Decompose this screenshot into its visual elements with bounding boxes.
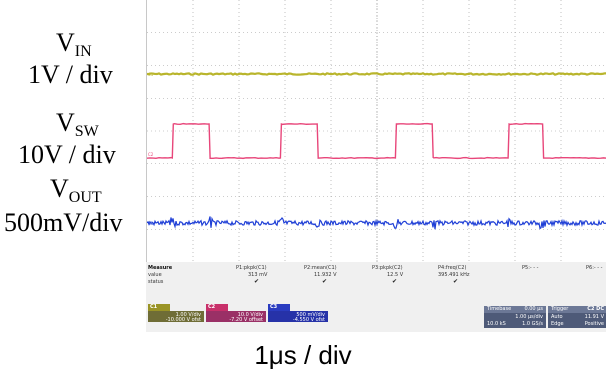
param-p1-name[interactable]: P1:pkpk(C1) bbox=[236, 265, 267, 271]
trigger-mode: Auto bbox=[551, 314, 563, 320]
channel-c3-scale: 500 mV/div bbox=[296, 312, 325, 318]
c3-marker: C3 bbox=[148, 221, 154, 226]
vout-trace bbox=[147, 216, 606, 230]
channel-c3-box[interactable]: C3 500 mV/div -4.550 V ofst bbox=[268, 304, 328, 323]
channel-c3-offset: -4.550 V ofst bbox=[292, 317, 325, 323]
measure-panel: Measure value status P1:pkpk(C1) 313 mV … bbox=[146, 262, 606, 332]
timebase-tdiv: 1.00 µs/div bbox=[515, 314, 543, 320]
channel-c2-tag: C2 bbox=[206, 304, 228, 311]
time-scale-label: 1μs / div bbox=[254, 340, 352, 370]
timebase-box[interactable]: Timebase 0.00 µs 1.00 µs/div 10.0 kS 1.0… bbox=[484, 306, 546, 328]
vout-label-main: V bbox=[50, 174, 69, 203]
trigger-level: 11.91 V bbox=[584, 314, 604, 320]
channel-c2-scale: 10.0 V/div bbox=[237, 312, 263, 318]
vin-label-main: V bbox=[56, 28, 75, 57]
waveform-plot: C1 C2 C3 bbox=[147, 0, 606, 262]
channel-c1-body: 1.00 V/div -10.000 V ofst bbox=[148, 311, 204, 323]
channel-c2-box[interactable]: C2 10.0 V/div -7.20 V offset bbox=[206, 304, 266, 323]
vsw-label-main: V bbox=[56, 108, 75, 137]
timebase-title: Timebase bbox=[484, 306, 546, 313]
param-p2-value: 11.932 V bbox=[314, 272, 337, 278]
timebase-offset: 0.00 µs bbox=[524, 306, 543, 312]
param-p6-name[interactable]: P6:- - - bbox=[586, 265, 603, 271]
param-p3-status-icon: ✔ bbox=[392, 278, 398, 285]
param-p2-name[interactable]: P2:mean(C1) bbox=[304, 265, 337, 271]
measure-header: Measure bbox=[148, 265, 173, 271]
vsw-scale-label: 10V / div bbox=[18, 140, 116, 169]
waveform-display[interactable]: C1 C2 C3 bbox=[146, 0, 606, 262]
vsw-trace bbox=[147, 122, 606, 160]
trigger-box[interactable]: Trigger C2 DC Auto 11.91 V Edge Positive bbox=[548, 306, 606, 328]
channel-c1-scale: 1.00 V/div bbox=[175, 312, 201, 318]
vsw-label-sub: SW bbox=[74, 123, 99, 140]
vsw-label: VSW bbox=[56, 110, 99, 140]
channel-c2-body: 10.0 V/div -7.20 V offset bbox=[206, 311, 266, 323]
timebase-samples: 10.0 kS bbox=[487, 321, 506, 327]
vout-scale-label: 500mV/div bbox=[4, 208, 123, 237]
channel-c3-tag: C3 bbox=[268, 304, 290, 311]
param-p4-value: 395.491 kHz bbox=[438, 272, 470, 278]
param-p5-name[interactable]: P5:- - - bbox=[522, 265, 539, 271]
vin-trace bbox=[147, 72, 606, 76]
vin-scale-label: 1V / div bbox=[28, 60, 113, 89]
param-p3-name[interactable]: P3:pkpk(C2) bbox=[372, 265, 403, 271]
c2-marker: C2 bbox=[148, 152, 154, 157]
trigger-source: C2 DC bbox=[587, 306, 604, 312]
measure-row-status: status bbox=[148, 279, 164, 285]
param-p1-status-icon: ✔ bbox=[254, 278, 260, 285]
measure-row-value: value bbox=[148, 272, 162, 278]
param-p4-name[interactable]: P4:freq(C2) bbox=[438, 265, 467, 271]
timebase-rate: 1.0 GS/s bbox=[522, 321, 543, 327]
channel-c2-offset: -7.20 V offset bbox=[229, 317, 263, 323]
channel-c1-offset: -10.000 V ofst bbox=[165, 317, 201, 323]
vout-label-sub: OUT bbox=[68, 189, 102, 206]
param-p3-value: 12.5 V bbox=[387, 272, 404, 278]
param-p4-status-icon: ✔ bbox=[453, 278, 459, 285]
trigger-title: Trigger bbox=[548, 306, 606, 313]
channel-c1-tag: C1 bbox=[148, 304, 170, 311]
param-p1-value: 313 mV bbox=[248, 272, 268, 278]
trigger-type: Edge bbox=[551, 321, 564, 327]
c1-marker: C1 bbox=[148, 72, 154, 77]
vin-label: VIN bbox=[56, 30, 92, 60]
channel-c3-body: 500 mV/div -4.550 V ofst bbox=[268, 311, 328, 323]
trigger-slope: Positive bbox=[584, 321, 604, 327]
vin-label-sub: IN bbox=[74, 43, 92, 60]
param-p2-status-icon: ✔ bbox=[322, 278, 328, 285]
channel-c1-box[interactable]: C1 1.00 V/div -10.000 V ofst bbox=[148, 304, 204, 323]
vout-label: VOUT bbox=[50, 176, 102, 206]
